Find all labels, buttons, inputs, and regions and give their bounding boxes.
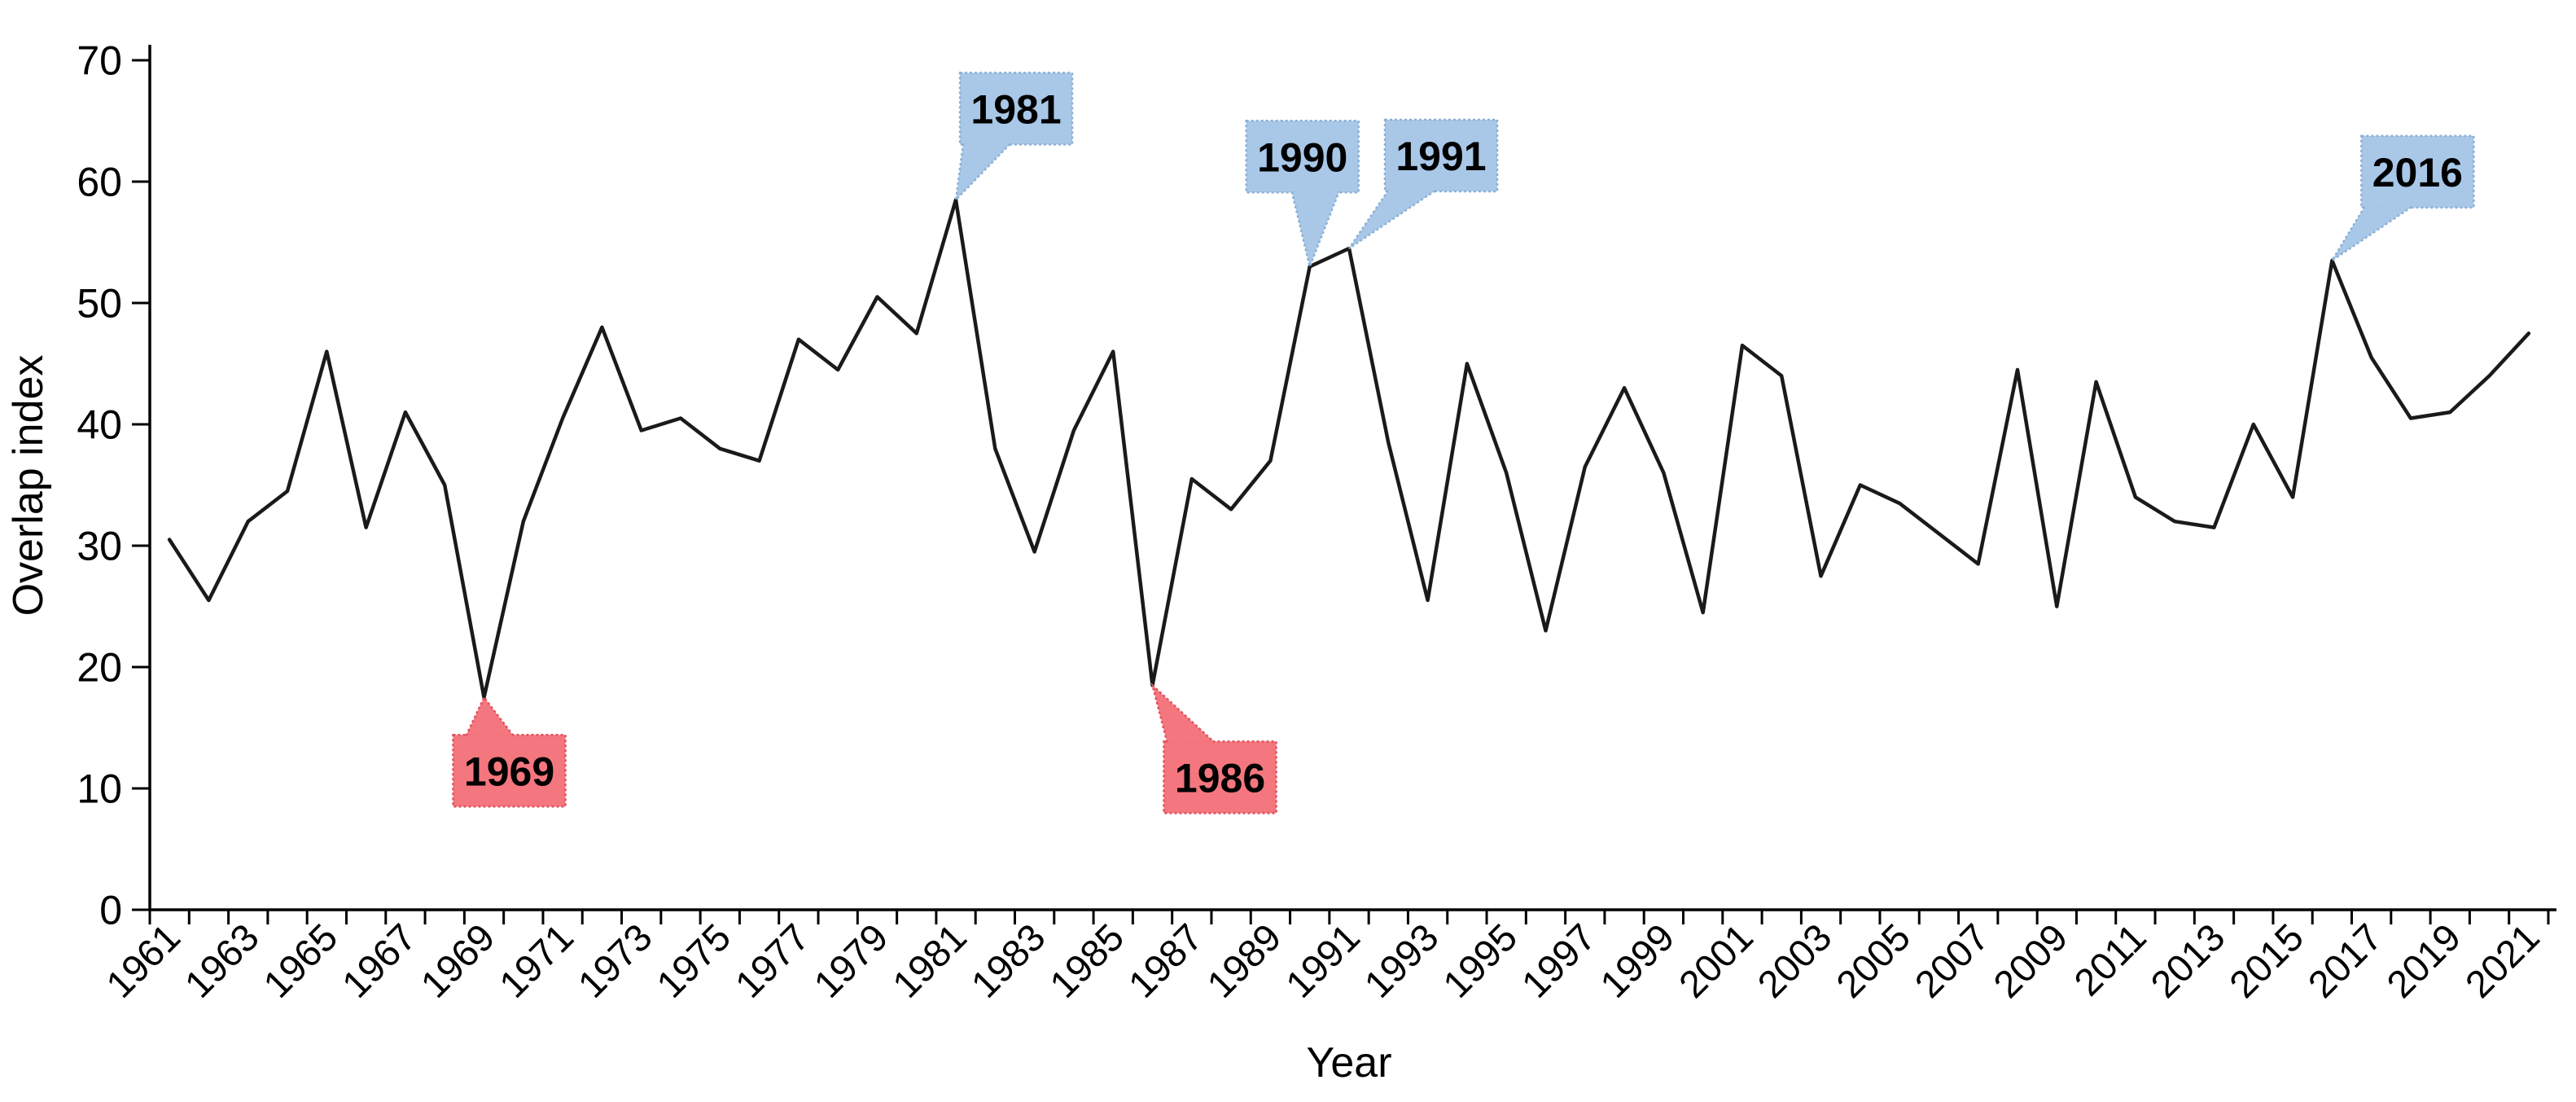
- callout-1991: 1991: [1347, 118, 1499, 249]
- x-tick-label: 2005: [1828, 915, 1918, 1006]
- x-tick-label: 1979: [805, 915, 896, 1006]
- callout-pointer: [956, 143, 1011, 200]
- x-tick-label: 2013: [2142, 915, 2232, 1006]
- x-tick-label: 1969: [412, 915, 502, 1006]
- x-tick-label: 1991: [1277, 915, 1368, 1006]
- y-tick-label: 20: [77, 645, 122, 691]
- x-tick-label: 1965: [255, 915, 345, 1006]
- x-tick-label: 1973: [569, 915, 659, 1006]
- callout-pointer-edge: [1290, 191, 1340, 270]
- callout-pointer: [2332, 206, 2412, 261]
- y-axis-title: Overlap index: [5, 355, 52, 617]
- callout-year-label: 2016: [2372, 150, 2463, 195]
- x-tick-label: 2009: [1985, 915, 2075, 1006]
- x-axis-title: Year: [1306, 1039, 1391, 1087]
- callout-box: [1383, 118, 1499, 193]
- callout-1990: 1990: [1245, 120, 1360, 270]
- x-tick-label: 1989: [1198, 915, 1289, 1006]
- callout-2016: 2016: [2331, 134, 2475, 261]
- x-tick-label: 2003: [1749, 915, 1839, 1006]
- x-tick-label: 2019: [2378, 915, 2469, 1006]
- callout-pointer-edge: [1150, 682, 1216, 744]
- ticks-layer: [132, 59, 2550, 924]
- y-tick-label: 10: [77, 766, 122, 812]
- callout-year-label: 1990: [1257, 134, 1347, 180]
- x-tick-label: 1981: [884, 915, 975, 1006]
- x-tick-label: 1993: [1356, 915, 1446, 1006]
- y-tick-label: 0: [99, 888, 122, 933]
- callouts-layer: 1969 1986 1981 1990 1991 2016: [452, 72, 2475, 814]
- callout-box: [2360, 134, 2475, 209]
- x-tick-label: 2001: [1671, 915, 1761, 1006]
- x-tick-label: 1987: [1119, 915, 1210, 1006]
- callout-pointer: [1152, 685, 1215, 743]
- x-tick-label: 1967: [334, 915, 424, 1006]
- callout-pointer-edge: [2331, 205, 2413, 261]
- callout-box: [1163, 740, 1277, 814]
- x-tick-label: 1983: [962, 915, 1053, 1006]
- x-tick-label: 1977: [727, 915, 817, 1006]
- x-tick-label: 2015: [2221, 915, 2311, 1006]
- y-tick-label: 60: [77, 160, 122, 205]
- y-tick-label: 40: [77, 402, 122, 448]
- callout-pointer-edge: [1347, 189, 1436, 249]
- x-tick-label: 1971: [491, 915, 581, 1006]
- y-tick-label: 30: [77, 524, 122, 569]
- x-tick-label: 1975: [648, 915, 738, 1006]
- callout-year-label: 1986: [1175, 755, 1265, 801]
- callout-pointer: [466, 697, 514, 736]
- callout-box: [1245, 120, 1360, 194]
- callout-1981: 1981: [954, 72, 1074, 203]
- callout-year-label: 1981: [970, 86, 1061, 132]
- x-tick-label: 1963: [176, 915, 266, 1006]
- x-tick-label: 1985: [1041, 915, 1132, 1006]
- data-series-layer: [167, 198, 2531, 700]
- callout-1969: 1969: [452, 695, 567, 808]
- y-tick-label: 70: [77, 38, 122, 84]
- y-tick-label: 50: [77, 281, 122, 327]
- x-tick-label: 2007: [1906, 915, 1996, 1006]
- x-tick-label: 2017: [2299, 915, 2390, 1006]
- x-tick-label: 1997: [1513, 915, 1603, 1006]
- callout-box: [958, 72, 1074, 146]
- callout-box: [452, 734, 567, 808]
- callout-year-label: 1969: [464, 749, 554, 794]
- x-tick-label: 2011: [2066, 915, 2154, 1004]
- x-tick-label: 1995: [1435, 915, 1525, 1006]
- x-tick-label: 2021: [2457, 915, 2548, 1006]
- callout-year-label: 1991: [1395, 134, 1486, 179]
- callout-pointer-edge: [465, 695, 515, 737]
- x-tick-label: 1999: [1592, 915, 1682, 1006]
- callout-pointer: [1291, 191, 1339, 267]
- callout-1986: 1986: [1150, 682, 1277, 814]
- overlap-index-line: [167, 198, 2531, 700]
- callout-pointer-edge: [954, 143, 1011, 203]
